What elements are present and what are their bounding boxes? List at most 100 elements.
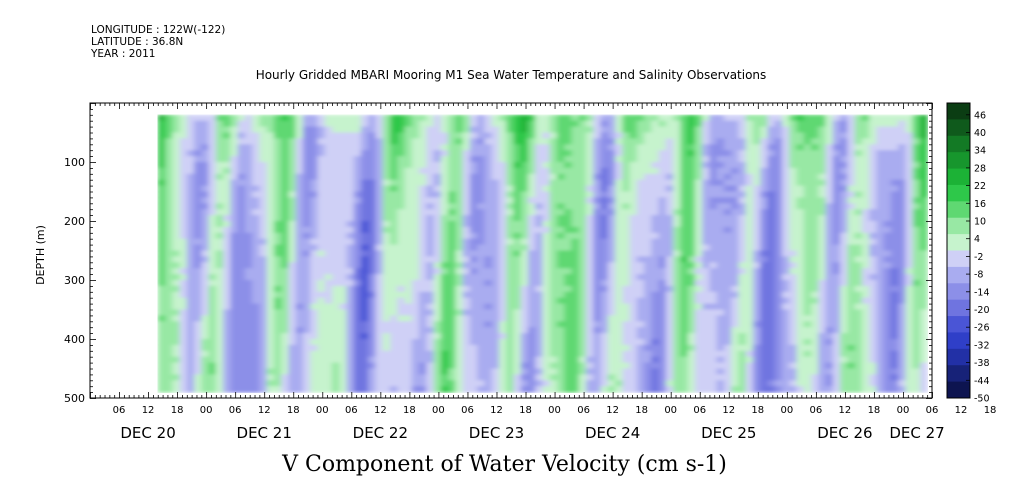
heatmap-cell [331,297,340,305]
heatmap-cell [382,362,391,370]
heatmap-cell [898,250,906,257]
heatmap-cell [571,339,580,346]
heatmap-cell [223,262,231,269]
heatmap-cell [593,321,602,328]
heatmap-cell [636,327,645,334]
heatmap-cell [600,191,609,198]
heatmap-cell [680,333,689,340]
heatmap-cell [767,274,776,281]
heatmap-cell [731,297,740,305]
heatmap-cell [455,203,464,210]
heatmap-cell [310,262,319,269]
heatmap-cell [353,262,362,269]
heatmap-cell [440,262,449,269]
heatmap-cell [665,138,674,145]
heatmap-cell [680,303,689,311]
heatmap-cell [861,191,870,198]
heatmap-cell [687,238,696,246]
heatmap-cell [869,114,877,122]
heatmap-cell [571,132,580,139]
heatmap-cell [230,179,239,187]
heatmap-cell [898,179,906,187]
heatmap-cell [869,132,877,139]
heatmap-cell [281,150,289,157]
heatmap-cell [702,250,710,257]
heatmap-cell [658,167,667,175]
heatmap-cell [818,156,827,163]
heatmap-cell [179,268,188,275]
heatmap-cell [331,356,340,364]
heatmap-cell [186,167,195,175]
heatmap-cell [578,368,587,375]
heatmap-cell [165,197,173,204]
heatmap-cell [767,167,776,175]
heatmap-cell [644,114,652,122]
heatmap-cell [738,297,747,305]
heatmap-cell [346,280,355,287]
heatmap-cell [477,309,485,316]
heatmap-cell [745,268,754,275]
heatmap-cell [259,268,268,275]
heatmap-cell [455,256,464,263]
heatmap-cell [607,350,616,358]
heatmap-cell [745,144,754,151]
heatmap-cell [448,356,456,364]
heatmap-cell [549,262,558,269]
heatmap-cell [310,185,319,193]
heatmap-cell [477,291,485,299]
heatmap-cell [172,185,181,193]
heatmap-cell [513,374,522,381]
heatmap-cell [615,309,623,316]
heatmap-cell [455,368,464,375]
heatmap-cell [455,333,464,340]
heatmap-cell [324,226,333,234]
heatmap-cell [477,185,485,193]
heatmap-cell [912,368,921,375]
heatmap-cell [803,280,812,287]
heatmap-cell [477,250,485,257]
heatmap-cell [201,226,210,234]
heatmap-cell [223,250,231,257]
heatmap-cell [825,138,834,145]
heatmap-cell [484,327,493,334]
heatmap-cell [498,221,507,228]
heatmap-cell [368,309,377,316]
heatmap-cell [397,250,406,257]
heatmap-cell [520,362,529,370]
heatmap-cell [397,291,406,299]
heatmap-cell [890,173,899,181]
heatmap-cell [368,374,377,381]
heatmap-cell [433,150,442,157]
heatmap-cell [397,356,406,364]
heatmap-cell [883,197,892,204]
heatmap-cell [774,256,783,263]
heatmap-cell [179,185,188,193]
heatmap-cell [556,309,565,316]
heatmap-cell [615,291,623,299]
heatmap-cell [673,132,681,139]
heatmap-cell [811,126,819,134]
heatmap-cell [527,368,536,375]
heatmap-cell [215,303,224,311]
heatmap-cell [774,238,783,246]
heatmap-cell [397,268,406,275]
heatmap-cell [832,167,841,175]
heatmap-cell [426,268,435,275]
heatmap-cell [593,167,602,175]
heatmap-cell [622,268,631,275]
heatmap-cell [745,380,754,387]
heatmap-cell [317,226,326,234]
heatmap-cell [622,226,631,234]
heatmap-cell [767,303,776,311]
heatmap-cell [448,321,456,328]
heatmap-cell [295,350,304,358]
heatmap-cell [542,333,551,340]
heatmap-cell [564,114,573,122]
heatmap-cell [680,191,689,198]
heatmap-cell [390,321,398,328]
heatmap-cell [426,321,435,328]
heatmap-cell [237,339,246,346]
heatmap-cell [237,368,246,375]
heatmap-cell [368,244,377,252]
heatmap-cell [556,120,565,128]
